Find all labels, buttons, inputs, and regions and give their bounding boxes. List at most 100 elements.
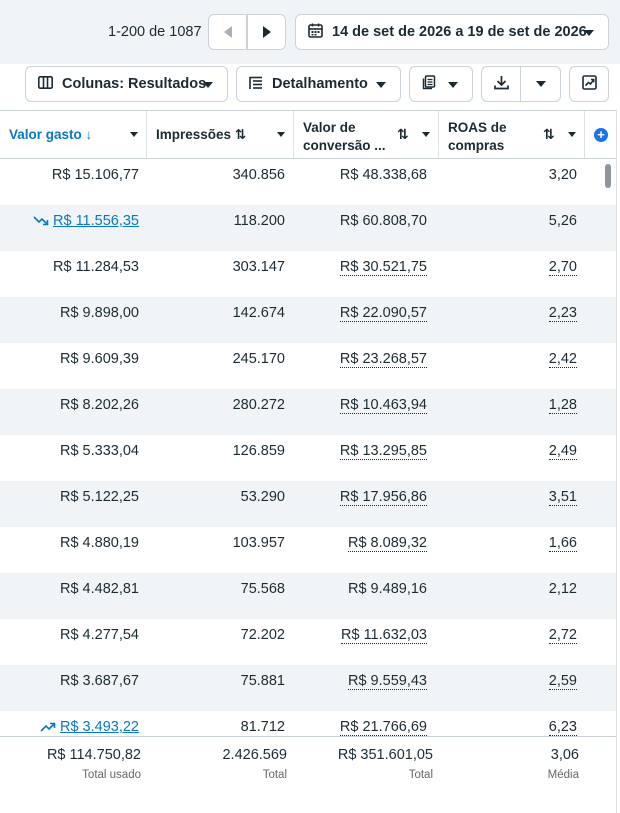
table-row[interactable]: R$ 11.284,53 303.147 R$ 30.521,75 2,70	[0, 251, 616, 297]
column-header-impressions[interactable]: Impressões ⇅	[147, 111, 294, 158]
total-spend: R$ 114.750,82 Total usado	[46, 747, 141, 781]
cell-impressions: 53.290	[240, 489, 285, 505]
table-toolbar: Colunas: Resultados Detalhamento	[0, 64, 620, 110]
chevron-down-icon[interactable]	[422, 132, 430, 137]
columns-dropdown[interactable]: Colunas: Resultados	[25, 66, 228, 102]
cell-roas[interactable]: 2,49	[548, 443, 577, 460]
cell-roas[interactable]: 2,72	[548, 627, 577, 644]
cell-roas: 5,26	[548, 213, 577, 229]
pagination-range: 1-200 de 1087	[108, 24, 202, 40]
cell-impressions: 280.272	[232, 397, 285, 413]
cell-conversion-value[interactable]: R$ 23.268,57	[339, 351, 427, 368]
cell-conversion-value: R$ 9.489,16	[347, 581, 427, 597]
download-icon	[493, 75, 509, 93]
total-impressions: 2.426.569 Total	[222, 747, 287, 781]
table-row[interactable]: R$ 4.880,19 103.957 R$ 8.089,32 1,66	[0, 527, 616, 573]
table-row[interactable]: R$ 9.898,00 142.674 R$ 22.090,57 2,23	[0, 297, 616, 343]
table-scroll-track	[605, 110, 620, 813]
cell-roas[interactable]: 6,23	[548, 719, 577, 736]
total-conversion-value: R$ 351.601,05 Total	[337, 747, 433, 781]
cell-conversion-value[interactable]: R$ 17.956,86	[339, 489, 427, 506]
cell-spend[interactable]: R$ 3.493,22	[40, 719, 139, 735]
cell-impressions: 118.200	[233, 213, 285, 229]
cell-spend[interactable]: R$ 11.556,35	[33, 213, 139, 229]
table-totals: R$ 114.750,82 Total usado 2.426.569 Tota…	[0, 736, 620, 813]
date-range-label: 14 de set de 2026 a 19 de set de 2026	[332, 24, 587, 40]
table-row[interactable]: R$ 9.609,39 245.170 R$ 23.268,57 2,42	[0, 343, 616, 389]
cell-roas[interactable]: 3,51	[548, 489, 577, 506]
cell-spend: R$ 8.202,26	[59, 397, 139, 413]
columns-label: Colunas: Resultados	[62, 76, 207, 92]
cell-conversion-value[interactable]: R$ 22.090,57	[339, 305, 427, 322]
column-header-roas[interactable]: ROAS de compras ⇅	[439, 111, 585, 158]
chevron-left-icon	[223, 26, 232, 38]
chart-icon	[581, 75, 597, 93]
reports-icon	[422, 75, 437, 93]
export-button[interactable]	[481, 66, 521, 102]
cell-conversion-value: R$ 60.808,70	[339, 213, 427, 229]
cell-roas[interactable]: 2,59	[548, 673, 577, 690]
cell-conversion-value[interactable]: R$ 11.632,03	[341, 627, 427, 644]
cell-spend: R$ 9.609,39	[59, 351, 139, 367]
breakdown-dropdown[interactable]: Detalhamento	[236, 66, 401, 102]
table-row[interactable]: R$ 3.687,67 75.881 R$ 9.559,43 2,59	[0, 665, 616, 711]
pagination-bar: 1-200 de 1087 14 de set de 2026 a 19 de …	[0, 0, 620, 64]
cell-roas[interactable]: 2,23	[548, 305, 577, 322]
column-header-label: Impressões ⇅	[156, 127, 247, 142]
table-row[interactable]: R$ 3.493,22 81.712 R$ 21.766,69 6,23	[0, 711, 616, 737]
sort-icon: ⇅	[234, 127, 247, 142]
table-row[interactable]: R$ 8.202,26 280.272 R$ 10.463,94 1,28	[0, 389, 616, 435]
cell-conversion-value[interactable]: R$ 21.766,69	[339, 719, 427, 736]
cell-spend: R$ 15.106,77	[51, 167, 139, 183]
chevron-down-icon[interactable]	[568, 132, 576, 137]
cell-impressions: 81.712	[240, 719, 285, 735]
cell-roas[interactable]: 2,70	[548, 259, 577, 276]
cell-impressions: 340.856	[232, 167, 285, 183]
cell-conversion-value: R$ 48.338,68	[339, 167, 427, 183]
trend-down-icon	[33, 213, 49, 228]
breakdown-label: Detalhamento	[272, 76, 368, 92]
chevron-down-icon	[584, 30, 594, 36]
cell-spend: R$ 11.284,53	[53, 259, 139, 275]
reports-dropdown[interactable]	[409, 66, 473, 102]
columns-icon	[38, 76, 53, 92]
cell-spend: R$ 4.880,19	[59, 535, 139, 551]
column-header-conversion-value[interactable]: Valor de conversão ... ⇅	[294, 111, 439, 158]
table-row[interactable]: R$ 11.556,35 118.200 R$ 60.808,70 5,26	[0, 205, 616, 251]
table-row[interactable]: R$ 5.333,04 126.859 R$ 13.295,85 2,49	[0, 435, 616, 481]
table-row[interactable]: R$ 15.106,77 340.856 R$ 48.338,68 3,20	[0, 159, 616, 205]
column-header-label: ROAS de compras	[448, 120, 507, 153]
add-column-icon[interactable]: +	[594, 128, 608, 142]
cell-roas[interactable]: 2,42	[548, 351, 577, 368]
table-body: R$ 15.106,77 340.856 R$ 48.338,68 3,20 R$ 11…	[0, 159, 620, 737]
cell-impressions: 126.859	[232, 443, 285, 459]
cell-roas: 3,20	[548, 167, 577, 183]
vertical-scrollbar[interactable]	[605, 164, 611, 188]
table-row[interactable]: R$ 4.482,81 75.568 R$ 9.489,16 2,12	[0, 573, 616, 619]
next-page-button[interactable]	[247, 14, 286, 50]
cell-conversion-value[interactable]: R$ 30.521,75	[339, 259, 427, 276]
table-row[interactable]: R$ 5.122,25 53.290 R$ 17.956,86 3,51	[0, 481, 616, 527]
view-charts-button[interactable]	[569, 66, 609, 102]
chevron-down-icon[interactable]	[130, 132, 138, 137]
cell-spend: R$ 3.687,67	[59, 673, 139, 689]
date-range-picker[interactable]: 14 de set de 2026 a 19 de set de 2026	[295, 14, 609, 50]
previous-page-button[interactable]	[208, 14, 247, 50]
calendar-icon	[308, 23, 323, 41]
cell-conversion-value[interactable]: R$ 9.559,43	[347, 673, 427, 690]
cell-roas[interactable]: 1,66	[548, 535, 577, 552]
cell-conversion-value[interactable]: R$ 10.463,94	[339, 397, 427, 414]
table-row[interactable]: R$ 4.277,54 72.202 R$ 11.632,03 2,72	[0, 619, 616, 665]
cell-impressions: 103.957	[232, 535, 285, 551]
cell-impressions: 142.674	[232, 305, 285, 321]
cell-roas[interactable]: 1,28	[548, 397, 577, 414]
cell-conversion-value[interactable]: R$ 13.295,85	[339, 443, 427, 460]
cell-conversion-value[interactable]: R$ 8.089,32	[347, 535, 427, 552]
cell-spend: R$ 5.333,04	[59, 443, 139, 459]
cell-roas: 2,12	[548, 581, 577, 597]
export-options-dropdown[interactable]	[520, 66, 561, 102]
sort-icon: ⇅	[397, 126, 409, 142]
chevron-down-icon[interactable]	[277, 132, 285, 137]
chevron-down-icon	[376, 82, 386, 88]
column-header-spend[interactable]: Valor gasto ↓	[0, 111, 147, 158]
